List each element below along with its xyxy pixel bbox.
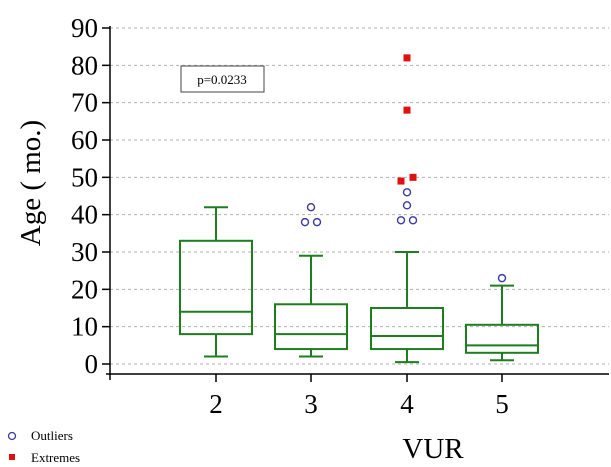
box-4 [370,251,444,364]
box-body [274,303,348,351]
y-tick-label: 90 [71,13,98,43]
outlier-point [312,217,322,227]
extreme-point [397,177,405,185]
x-tick-label: 3 [304,389,318,419]
x-tick-label: 2 [209,389,223,419]
y-tick-label: 80 [71,50,98,80]
legend: Outliers Extremes [7,428,80,465]
box-body [370,307,444,351]
y-tick-label: 20 [71,274,98,304]
y-tick-label: 0 [85,349,99,379]
box-5 [465,284,539,362]
x-tick-label: 5 [495,389,509,419]
annotation-box [180,65,265,93]
box-2 [179,206,253,358]
y-axis-title: Age ( mo.) [15,120,47,246]
outlier-point [402,188,412,197]
y-tick-label: 50 [71,162,98,192]
box-3 [274,254,348,358]
y-tick-label: 70 [71,88,98,118]
y-tick-label: 30 [71,237,98,267]
legend-extreme-marker [9,454,15,460]
y-tick-label: 10 [71,312,98,342]
annotation-text: p=0.0233 [197,72,247,87]
grid-lines [110,27,609,365]
extreme-point [403,106,411,114]
outlier-point [402,201,412,210]
legend-outlier-marker [7,431,17,441]
outlier-point [396,216,406,225]
boxes [179,206,539,364]
y-tick-label: 40 [71,200,98,230]
legend-extreme-label: Extremes [31,450,80,465]
outlier-point [306,202,316,212]
box-body [179,239,253,336]
outlier-point [408,216,418,225]
p-value-annotation: p=0.0233 [180,65,265,93]
box-body [465,323,539,354]
axes: 0 10 20 30 40 50 60 70 80 90 2 3 4 5 [71,13,609,419]
outlier-point [300,217,310,227]
extreme-point [409,173,417,181]
outlier-points [300,54,507,283]
x-axis-title: VUR [402,433,464,465]
x-tick-label: 4 [400,389,414,419]
extreme-point [403,54,411,62]
legend-outlier-label: Outliers [31,428,73,443]
outlier-point [497,273,507,283]
y-tick-label: 60 [71,125,98,155]
